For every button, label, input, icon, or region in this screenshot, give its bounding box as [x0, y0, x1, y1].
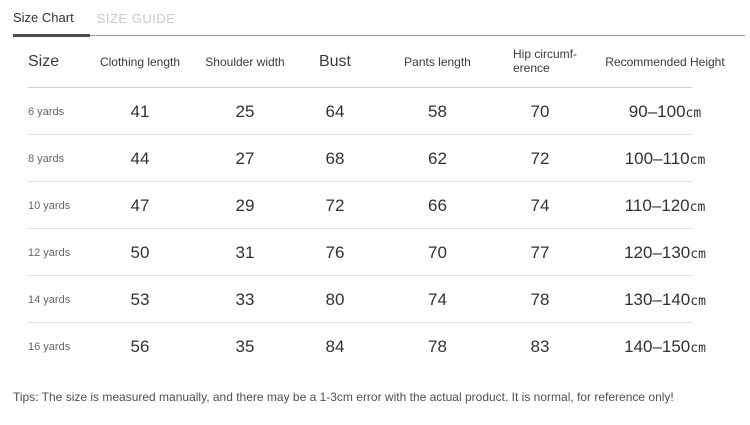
- pants-length-value: 78: [428, 336, 447, 356]
- height-unit: cm: [689, 152, 706, 168]
- tips-text: Tips: The size is measured manually, and…: [13, 390, 674, 404]
- size-label: 16 yards: [28, 340, 71, 353]
- header-recommended-height: Recommended Height: [605, 55, 725, 69]
- bust-value: 68: [325, 148, 345, 168]
- shoulder-width-value: 27: [235, 148, 255, 168]
- recommended-height-value: 130–140cm: [580, 290, 750, 310]
- bust-value: 84: [325, 336, 345, 356]
- clothing-length-value: 47: [130, 195, 150, 215]
- height-unit: cm: [690, 293, 706, 309]
- size-label: 6 yards: [28, 105, 65, 118]
- tab-bar: Size Chart SIZE GUIDE: [13, 0, 745, 37]
- header-clothing-length: Clothing length: [99, 55, 181, 69]
- pants-length-value: 74: [428, 289, 447, 309]
- shoulder-width-value: 35: [235, 336, 255, 356]
- height-range: 110–120: [624, 195, 690, 215]
- shoulder-width-value: 31: [235, 242, 255, 262]
- height-range: 120–130: [624, 242, 691, 262]
- hip-value: 74: [530, 195, 550, 215]
- size-label: 8 yards: [28, 152, 65, 165]
- shoulder-width-value: 33: [235, 289, 255, 309]
- height-range: 90–100: [628, 101, 686, 121]
- table-row: 12 yards 50 31 76 70 77 120–130cm: [0, 229, 750, 276]
- header-bust: Bust: [318, 53, 351, 70]
- size-label: 14 yards: [28, 293, 71, 306]
- hip-value: 83: [530, 336, 550, 356]
- pants-length-value: 70: [428, 242, 447, 262]
- bust-value: 76: [325, 242, 345, 262]
- clothing-length-value: 44: [130, 148, 150, 168]
- table-header-row: Size Clothing length Shoulder width Bust…: [0, 36, 750, 88]
- hip-value: 78: [530, 289, 550, 309]
- header-pants-length: Pants length: [404, 55, 471, 69]
- pants-length-value: 62: [428, 148, 447, 168]
- shoulder-width-value: 25: [235, 101, 255, 121]
- header-hip-circumference: Hip circumf- erence: [513, 47, 578, 75]
- table-row: 8 yards 44 27 68 62 72 100–110cm: [0, 135, 750, 182]
- bust-value: 64: [325, 101, 345, 121]
- height-range: 140–150: [624, 336, 691, 356]
- tab-size-guide[interactable]: SIZE GUIDE: [96, 11, 176, 26]
- header-size: Size: [28, 53, 60, 70]
- height-unit: cm: [689, 199, 706, 215]
- tab-size-chart[interactable]: Size Chart: [13, 10, 90, 37]
- table-row: 6 yards 41 25 64 58 70 90–100cm: [0, 88, 750, 135]
- bust-value: 80: [325, 289, 345, 309]
- size-label: 10 yards: [28, 199, 71, 212]
- size-chart-table: Size Clothing length Shoulder width Bust…: [0, 36, 750, 370]
- hip-value: 72: [530, 148, 550, 168]
- header-shoulder-width: Shoulder width: [205, 55, 285, 69]
- pants-length-value: 66: [428, 195, 447, 215]
- bust-value: 72: [325, 195, 345, 215]
- clothing-length-value: 56: [130, 336, 150, 356]
- table-row: 10 yards 47 29 72 66 74 110–120cm: [0, 182, 750, 229]
- table-row: 14 yards 53 33 80 74 78 130–140cm: [0, 276, 750, 323]
- height-unit: cm: [690, 340, 706, 356]
- height-range: 130–140: [624, 289, 691, 309]
- recommended-height-value: 120–130cm: [580, 243, 750, 263]
- table-row: 16 yards 56 35 84 78 83 140–150cm: [0, 323, 750, 370]
- pants-length-value: 58: [428, 101, 447, 121]
- clothing-length-value: 41: [130, 101, 150, 121]
- recommended-height-value: 110–120cm: [580, 196, 750, 216]
- height-unit: cm: [690, 246, 706, 262]
- clothing-length-value: 53: [130, 289, 150, 309]
- recommended-height-value: 140–150cm: [580, 337, 750, 357]
- shoulder-width-value: 29: [235, 195, 255, 215]
- height-range: 100–110: [624, 148, 690, 168]
- recommended-height-value: 100–110cm: [580, 149, 750, 169]
- hip-value: 70: [530, 101, 550, 121]
- clothing-length-value: 50: [130, 242, 150, 262]
- size-label: 12 yards: [28, 246, 71, 259]
- height-unit: cm: [685, 105, 702, 121]
- hip-value: 77: [530, 242, 550, 262]
- recommended-height-value: 90–100cm: [580, 102, 750, 122]
